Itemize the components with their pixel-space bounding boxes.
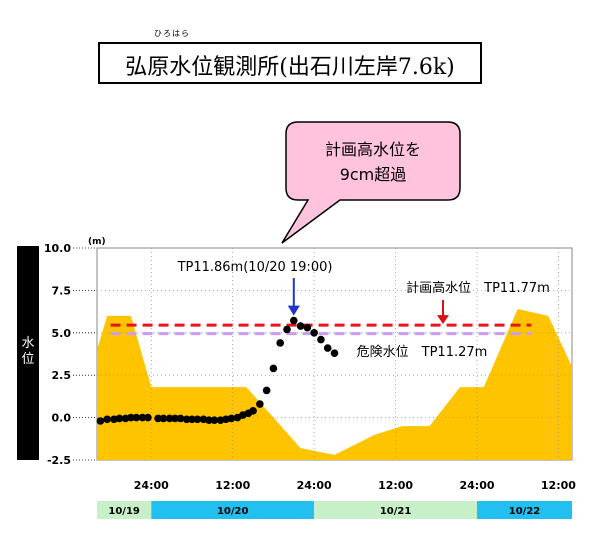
y-ticks: (m) 10.0 7.5 5.0 2.5 0.0 -2.5 xyxy=(44,237,106,467)
data-point xyxy=(205,416,213,424)
data-point xyxy=(289,316,298,325)
y-tick-label: 0.0 xyxy=(52,412,72,425)
y-unit-label: (m) xyxy=(88,237,106,247)
callout-bubble xyxy=(281,121,461,244)
data-point xyxy=(132,413,141,422)
data-point xyxy=(96,417,105,425)
callout: 計画高水位を 9cm超過 xyxy=(281,121,461,244)
data-point xyxy=(144,413,152,422)
planned-line-label: 計画高水位 TP11.77m xyxy=(406,280,550,296)
y-axis-label-block: 水位 xyxy=(17,246,39,460)
data-point xyxy=(115,414,124,423)
data-point xyxy=(276,339,285,347)
date-band xyxy=(314,501,477,519)
title-box: 弘原水位観測所(出石川左岸7.6k) xyxy=(98,42,482,84)
data-point xyxy=(188,415,196,424)
date-label: 10/19 xyxy=(108,506,140,517)
x-tick-label: 24:00 xyxy=(459,479,494,492)
date-band xyxy=(97,501,152,519)
data-point xyxy=(227,414,236,423)
date-label: 10/22 xyxy=(509,506,541,517)
chart-title: 弘原水位観測所(出石川左岸7.6k) xyxy=(125,55,455,80)
data-point xyxy=(171,414,179,423)
reference-lines xyxy=(110,323,532,336)
data-point xyxy=(256,400,264,408)
data-point xyxy=(210,416,219,424)
data-point xyxy=(159,414,168,423)
x-tick-label: 12:00 xyxy=(541,479,576,492)
peak-arrow-head xyxy=(287,305,300,316)
annotations: TP11.86m(10/20 19:00) 計画高水位 TP11.77m 危険水位 … xyxy=(177,260,550,360)
y-axis-label-char: 水 xyxy=(21,336,34,351)
callout-line-2: 9cm超過 xyxy=(340,165,407,184)
data-point xyxy=(330,349,339,357)
data-point xyxy=(138,413,147,422)
date-bar: 10/19 10/20 10/21 10/22 xyxy=(97,501,572,519)
x-ticks: 24:00 12:00 24:00 12:00 24:00 12:00 xyxy=(134,479,577,492)
data-point xyxy=(310,329,318,337)
data-point xyxy=(103,415,111,424)
data-point xyxy=(296,322,305,330)
date-label: 10/20 xyxy=(217,506,249,517)
danger-line-label: 危険水位 TP11.27m xyxy=(357,345,488,360)
data-point xyxy=(317,335,325,344)
x-tick-label: 12:00 xyxy=(378,479,413,492)
data-point xyxy=(176,414,185,423)
date-label: 10/21 xyxy=(380,506,412,517)
callout-line-1: 計画高水位を xyxy=(325,140,421,159)
data-point xyxy=(154,414,162,423)
data-point xyxy=(127,413,135,422)
data-point xyxy=(269,364,278,373)
data-point xyxy=(193,415,202,424)
x-tick-label: 12:00 xyxy=(215,479,250,492)
y-tick-label: 5.0 xyxy=(52,327,72,340)
data-point xyxy=(323,344,332,352)
series-points xyxy=(96,316,339,425)
x-tick-label: 24:00 xyxy=(134,479,169,492)
data-point xyxy=(262,386,271,395)
planned-arrow-head xyxy=(437,315,449,325)
peak-label: TP11.86m(10/20 19:00) xyxy=(177,260,333,275)
data-point xyxy=(249,407,257,415)
title-ruby: ひろはら xyxy=(154,29,190,38)
y-label-bar xyxy=(17,246,39,460)
data-point xyxy=(182,415,191,424)
x-tick-label: 24:00 xyxy=(297,479,332,492)
grid xyxy=(97,248,572,460)
date-band xyxy=(151,501,315,519)
y-tick-label: 2.5 xyxy=(52,369,72,382)
y-axis-label-char: 位 xyxy=(21,352,34,367)
data-point xyxy=(283,325,291,334)
data-point xyxy=(303,323,312,332)
y-tick-label: 10.0 xyxy=(44,242,71,255)
y-tick-label: 7.5 xyxy=(52,284,72,297)
date-band xyxy=(477,501,572,519)
y-tick-label: -2.5 xyxy=(47,454,71,467)
data-point xyxy=(165,414,174,423)
